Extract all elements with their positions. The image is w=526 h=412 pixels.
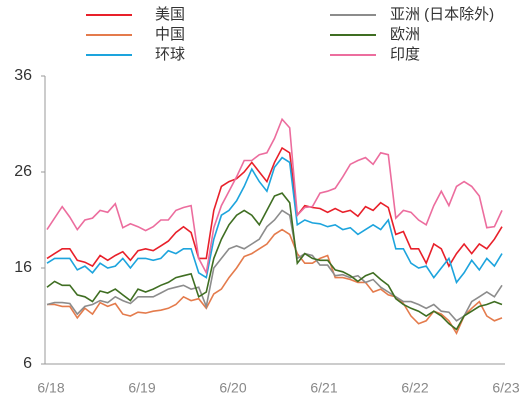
line-series <box>46 209 503 322</box>
line-series <box>46 192 503 331</box>
line-series <box>47 228 503 336</box>
line-series <box>46 156 503 285</box>
legend-label: 欧洲 <box>390 26 420 43</box>
x-tick-label: 6/18 <box>37 380 64 396</box>
line-series <box>46 146 503 268</box>
line-series <box>46 117 503 276</box>
legend-label: 美国 <box>155 6 185 23</box>
y-tick-label: 26 <box>14 163 32 180</box>
y-tick-label: 36 <box>14 67 32 84</box>
x-tick-label: 6/21 <box>310 380 337 396</box>
legend-label: 亚洲 (日本除外) <box>390 6 494 23</box>
y-tick-label: 6 <box>23 355 32 372</box>
legend-label: 印度 <box>390 46 420 63</box>
legend-label: 环球 <box>155 46 185 63</box>
x-tick-label: 6/23 <box>492 380 519 396</box>
y-tick-label: 16 <box>14 259 32 276</box>
x-tick-label: 6/22 <box>401 380 428 396</box>
x-tick-label: 6/20 <box>219 380 246 396</box>
x-tick-label: 6/19 <box>128 380 155 396</box>
legend-label: 中国 <box>155 26 185 43</box>
